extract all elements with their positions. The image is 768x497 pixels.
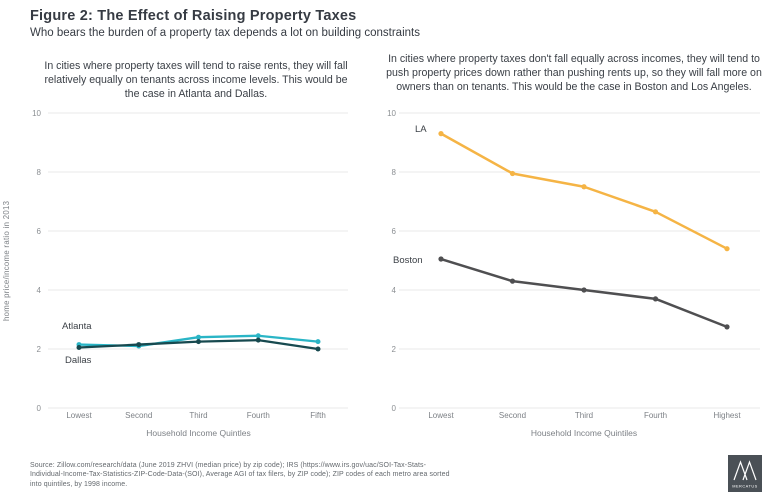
x-tick-label: Fourth	[644, 411, 667, 420]
data-point	[315, 346, 321, 352]
x-tick-label: Lowest	[428, 411, 454, 420]
left-chart-annotation: In cities where property taxes will tend…	[44, 60, 348, 100]
data-point	[724, 324, 730, 330]
mercatus-logo-text: MERCATUS	[732, 484, 758, 489]
y-tick-label: 10	[387, 109, 396, 118]
y-tick-label: 0	[37, 404, 42, 413]
data-point	[652, 209, 659, 215]
series-label: Dallas	[65, 355, 92, 366]
x-tick-label: Highest	[713, 411, 741, 420]
figure-title: Figure 2: The Effect of Raising Property…	[30, 8, 357, 24]
data-point	[581, 184, 587, 190]
series-Boston: Boston	[393, 255, 730, 330]
data-point	[136, 342, 142, 348]
data-point	[196, 339, 201, 345]
series-Dallas: Dallas	[65, 337, 321, 366]
series-LA: LA	[415, 124, 730, 252]
y-tick-label: 8	[37, 168, 42, 177]
x-tick-label: Lowest	[66, 411, 92, 420]
data-point	[438, 256, 444, 262]
data-point	[652, 296, 659, 302]
data-point	[255, 337, 261, 343]
series-label: Boston	[393, 255, 423, 266]
left-line-chart: 0 2 4 6 8 10 Atlanta Dallas Lowest Second Third Fou…	[28, 105, 364, 454]
x-axis-title: Household Income Quintiles	[531, 428, 637, 438]
source-line-2: Individual-Income-Tax-Statistics-ZIP-Cod…	[30, 471, 450, 479]
y-tick-label: 8	[392, 168, 397, 177]
source-note: Source: Zillow.com/research/data (June 2…	[30, 461, 450, 489]
y-tick-label: 4	[37, 286, 42, 295]
mercatus-logo-icon: MERCATUS	[728, 455, 762, 492]
y-axis-title: home price/income ratio in 2013	[2, 200, 11, 322]
y-tick-label: 2	[37, 345, 42, 354]
right-chart-annotation: In cities where property taxes don't fal…	[386, 53, 762, 93]
y-tick-label: 6	[392, 227, 397, 236]
data-point	[315, 339, 321, 345]
figure-subtitle: Who bears the burden of a property tax d…	[30, 27, 420, 39]
y-tick-label: 10	[32, 109, 41, 118]
data-point	[438, 131, 444, 137]
mercatus-logo: MERCATUS	[728, 455, 762, 492]
source-line-1: Source: Zillow.com/research/data (June 2…	[30, 462, 427, 469]
data-point	[581, 287, 587, 293]
x-tick-label: Fourth	[247, 411, 270, 420]
data-point	[509, 278, 516, 284]
series-label: LA	[415, 124, 427, 135]
series-label: Atlanta	[62, 321, 92, 332]
x-tick-label: Second	[499, 411, 526, 420]
right-line-chart: 0 2 4 6 8 10 LA Boston Lowest Second Third Fourth Hi…	[385, 105, 767, 454]
y-tick-label: 2	[392, 345, 397, 354]
x-tick-label: Third	[575, 411, 593, 420]
x-axis-title: Household Income Quintles	[146, 428, 250, 438]
x-tick-label: Second	[125, 411, 152, 420]
y-tick-label: 4	[392, 286, 397, 295]
data-point	[76, 345, 82, 351]
y-tick-label: 6	[37, 227, 42, 236]
x-tick-label: Third	[189, 411, 207, 420]
source-line-3: into quintiles, by 1998 income.	[30, 480, 128, 488]
data-point	[196, 334, 201, 340]
data-point	[509, 170, 516, 177]
y-tick-label: 0	[392, 404, 397, 413]
data-point	[724, 246, 730, 252]
x-tick-label: Fifth	[310, 411, 326, 420]
data-point	[255, 333, 261, 339]
